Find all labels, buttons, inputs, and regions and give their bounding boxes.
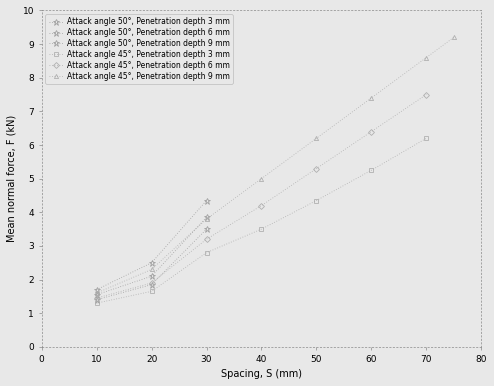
Attack angle 45°, Penetration depth 9 mm [314,136,320,141]
Attack angle 50°, Penetration depth 6 mm [204,215,209,220]
Line: Attack angle 50°, Penetration depth 3 mm: Attack angle 50°, Penetration depth 3 mm [93,226,210,303]
Attack angle 45°, Penetration depth 6 mm [314,166,320,171]
Legend: Attack angle 50°, Penetration depth 3 mm, Attack angle 50°, Penetration depth 6 : Attack angle 50°, Penetration depth 3 mm… [45,14,233,84]
Attack angle 45°, Penetration depth 6 mm [258,203,264,208]
Attack angle 50°, Penetration depth 9 mm [204,198,209,203]
Attack angle 50°, Penetration depth 9 mm [149,261,155,265]
Attack angle 50°, Penetration depth 9 mm [94,287,100,292]
Attack angle 45°, Penetration depth 6 mm [423,92,429,97]
X-axis label: Spacing, S (mm): Spacing, S (mm) [221,369,302,379]
Line: Attack angle 45°, Penetration depth 9 mm: Attack angle 45°, Penetration depth 9 mm [94,35,456,295]
Attack angle 50°, Penetration depth 3 mm [94,298,100,302]
Attack angle 45°, Penetration depth 3 mm [94,301,100,305]
Attack angle 45°, Penetration depth 6 mm [149,281,155,285]
Attack angle 50°, Penetration depth 6 mm [149,274,155,279]
Attack angle 45°, Penetration depth 6 mm [94,296,100,300]
Attack angle 45°, Penetration depth 9 mm [369,96,374,100]
Attack angle 45°, Penetration depth 9 mm [451,35,457,40]
Attack angle 50°, Penetration depth 6 mm [94,293,100,297]
Attack angle 45°, Penetration depth 9 mm [94,291,100,295]
Attack angle 45°, Penetration depth 6 mm [204,237,209,242]
Attack angle 50°, Penetration depth 3 mm [149,282,155,287]
Attack angle 45°, Penetration depth 9 mm [423,55,429,60]
Attack angle 45°, Penetration depth 9 mm [204,217,209,221]
Line: Attack angle 45°, Penetration depth 3 mm: Attack angle 45°, Penetration depth 3 mm [94,136,428,305]
Attack angle 45°, Penetration depth 3 mm [258,227,264,232]
Attack angle 45°, Penetration depth 3 mm [204,251,209,255]
Line: Attack angle 45°, Penetration depth 6 mm: Attack angle 45°, Penetration depth 6 mm [94,93,428,300]
Attack angle 45°, Penetration depth 9 mm [258,176,264,181]
Attack angle 45°, Penetration depth 6 mm [369,129,374,134]
Attack angle 45°, Penetration depth 3 mm [369,168,374,173]
Line: Attack angle 50°, Penetration depth 9 mm: Attack angle 50°, Penetration depth 9 mm [93,197,210,293]
Attack angle 45°, Penetration depth 3 mm [314,198,320,203]
Line: Attack angle 50°, Penetration depth 6 mm: Attack angle 50°, Penetration depth 6 mm [93,214,210,298]
Attack angle 50°, Penetration depth 3 mm [204,227,209,232]
Y-axis label: Mean normal force, F (kN): Mean normal force, F (kN) [7,115,17,242]
Attack angle 45°, Penetration depth 3 mm [423,136,429,141]
Attack angle 45°, Penetration depth 3 mm [149,289,155,294]
Attack angle 45°, Penetration depth 9 mm [149,267,155,272]
